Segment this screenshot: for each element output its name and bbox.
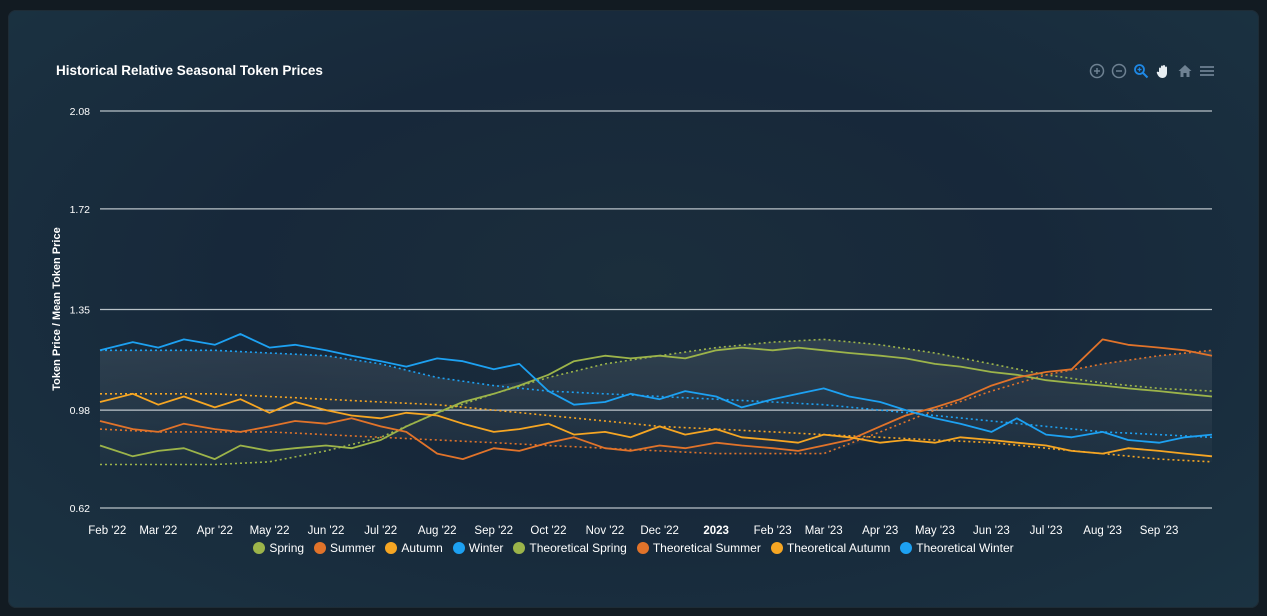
series-line-autumn[interactable]	[99, 392, 1213, 458]
legend-item-winter[interactable]: Winter	[452, 541, 504, 555]
x-tick-label: May '23	[915, 525, 955, 537]
x-tick-label: 2023	[703, 525, 729, 537]
legend-item-theoretical-spring[interactable]: Theoretical Spring	[513, 541, 627, 555]
legend-item-theoretical-winter[interactable]: Theoretical Winter	[900, 541, 1014, 555]
chart-legend: Spring Summer Autumn Winter Theoretical Spri…	[0, 541, 1267, 555]
x-tick-label: Feb '23	[754, 525, 792, 537]
legend-marker	[253, 542, 266, 554]
legend-marker	[770, 542, 783, 554]
pan-icon[interactable]	[1154, 62, 1172, 80]
legend-item-theoretical-summer[interactable]: Theoretical Summer	[636, 541, 761, 555]
x-tick-label: Dec '22	[640, 525, 679, 537]
x-tick-label: Jun '23	[973, 525, 1010, 537]
x-tick-label: Apr '23	[862, 525, 898, 537]
x-tick-label: Aug '23	[1083, 525, 1122, 537]
y-axis-title: Token Price / Mean Token Price	[51, 227, 63, 390]
y-tick-label: 1.35	[70, 305, 91, 317]
series-line-spring[interactable]	[99, 346, 1213, 461]
x-tick-label: Aug '22	[418, 525, 457, 537]
chart-toolbar	[1088, 62, 1216, 80]
zoom-in-icon[interactable]	[1088, 62, 1106, 80]
y-axis-ticks: 0.62 0.98 1.35 1.72 2.08	[70, 106, 91, 515]
legend-marker	[452, 542, 465, 554]
chart-title: Historical Relative Seasonal Token Price…	[56, 63, 323, 78]
x-tick-label: Jun '22	[308, 525, 345, 537]
legend-label: Summer	[330, 541, 376, 555]
x-tick-label: Jul '23	[1030, 525, 1063, 537]
legend-label: Theoretical Spring	[529, 541, 627, 555]
y-tick-label: 1.72	[70, 204, 91, 216]
legend-item-autumn[interactable]: Autumn	[385, 541, 443, 555]
selection-zoom-icon[interactable]	[1132, 62, 1150, 80]
x-tick-label: May '22	[250, 525, 290, 537]
legend-label: Theoretical Summer	[652, 541, 761, 555]
legend-marker	[636, 542, 649, 554]
legend-label: Winter	[468, 541, 504, 555]
x-tick-label: Jul '22	[364, 525, 397, 537]
legend-label: Autumn	[401, 541, 443, 555]
y-tick-label: 2.08	[70, 106, 91, 118]
theoretical-envelope-band	[100, 339, 1212, 465]
legend-marker	[314, 542, 327, 554]
x-tick-label: Nov '22	[586, 525, 625, 537]
legend-marker	[900, 542, 913, 554]
legend-label: Theoretical Winter	[916, 541, 1014, 555]
legend-label: Theoretical Autumn	[786, 541, 891, 555]
series-line-winter[interactable]	[99, 333, 1213, 444]
legend-item-summer[interactable]: Summer	[314, 541, 375, 555]
legend-item-spring[interactable]: Spring	[253, 541, 304, 555]
legend-marker	[513, 542, 526, 554]
series-line-summer[interactable]	[99, 338, 1213, 461]
x-tick-label: Sep '22	[474, 525, 513, 537]
x-axis-ticks: Feb '22 Mar '22 Apr '22 May '22 Jun '22 Jul '…	[88, 525, 1178, 537]
y-tick-label: 0.62	[70, 503, 91, 515]
x-tick-label: Mar '22	[139, 525, 177, 537]
series-lines	[99, 333, 1213, 466]
reset-home-icon[interactable]	[1176, 62, 1194, 80]
x-tick-label: Oct '22	[530, 525, 566, 537]
legend-label: Spring	[269, 541, 305, 555]
y-tick-label: 0.98	[70, 405, 91, 417]
x-tick-label: Sep '23	[1140, 525, 1179, 537]
legend-item-theoretical-autumn[interactable]: Theoretical Autumn	[770, 541, 891, 555]
x-tick-label: Apr '22	[197, 525, 233, 537]
x-tick-label: Feb '22	[88, 525, 126, 537]
x-tick-label: Mar '23	[805, 525, 843, 537]
theoretical-bands	[100, 339, 1212, 465]
legend-marker	[385, 542, 398, 554]
menu-icon[interactable]	[1198, 62, 1216, 80]
series-line-theoretical-summer[interactable]	[99, 349, 1213, 455]
zoom-out-icon[interactable]	[1110, 62, 1128, 80]
